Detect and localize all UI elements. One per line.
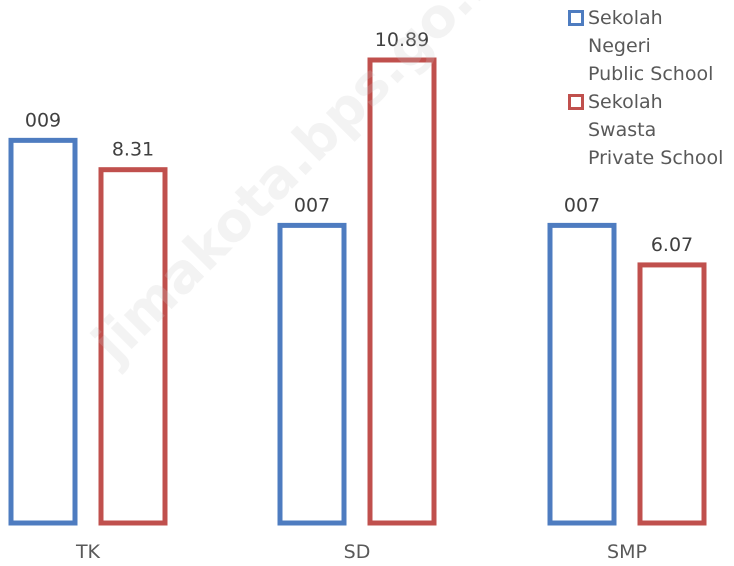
data-label-sd-series-0: 007: [294, 194, 330, 216]
legend-swatch-negeri: [568, 10, 584, 26]
legend-item-negeri: Sekolah Negeri Public School: [568, 4, 723, 88]
legend-label-swasta: Sekolah Swasta Private School: [588, 91, 724, 169]
x-tick-label-smp: SMP: [607, 541, 647, 563]
x-tick-label-tk: TK: [75, 541, 101, 563]
bar-sd-series-1: [367, 57, 437, 526]
data-label-smp-series-0: 007: [564, 194, 600, 216]
data-label-tk-series-0: 009: [25, 109, 61, 131]
legend-item-swasta: Sekolah Swasta Private School: [568, 88, 723, 172]
bar-tk-series-0: [8, 137, 78, 526]
data-label-sd-series-1: 10.89: [375, 29, 429, 51]
legend: Sekolah Negeri Public School Sekolah Swa…: [568, 4, 723, 172]
bar-tk-series-1: [98, 167, 168, 526]
data-label-tk-series-1: 8.31: [112, 139, 154, 161]
legend-swatch-swasta: [568, 94, 584, 110]
bar-sd-series-0: [277, 222, 347, 526]
data-label-smp-series-1: 6.07: [651, 234, 693, 256]
bar-smp-series-1: [637, 262, 707, 526]
bar-smp-series-0: [547, 222, 617, 526]
legend-label-negeri: Sekolah Negeri Public School: [588, 7, 714, 85]
x-tick-label-sd: SD: [344, 541, 371, 563]
